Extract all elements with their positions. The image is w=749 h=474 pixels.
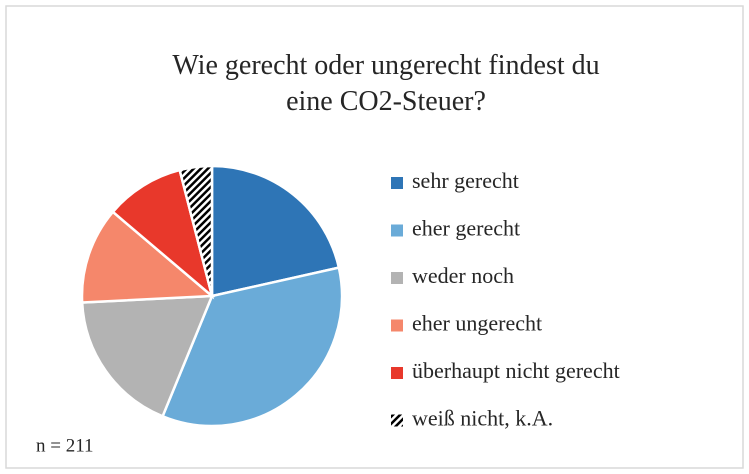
legend-label: eher ungerecht (412, 311, 542, 336)
pie-slice (210, 164, 341, 298)
legend-label: weiß nicht, k.A. (412, 406, 553, 431)
legend-label: sehr gerecht (412, 168, 519, 193)
legend-swatch (391, 224, 403, 237)
annotation: n = 211 (36, 435, 94, 456)
chart-title: Wie gerecht oder ungerecht findest du ein… (172, 50, 599, 117)
legend-label: weder noch (412, 263, 514, 288)
legend-swatch (391, 272, 403, 284)
legend-swatch (391, 177, 403, 189)
legend-swatch (391, 367, 403, 379)
legend-swatch (391, 319, 403, 332)
pie-slice (178, 164, 214, 297)
legend-label: eher gerecht (412, 216, 520, 241)
legend-swatch (391, 414, 403, 427)
legend-label: überhaupt nicht gerecht (412, 358, 620, 383)
pie-slice (80, 210, 216, 304)
pie-slice (80, 294, 214, 418)
